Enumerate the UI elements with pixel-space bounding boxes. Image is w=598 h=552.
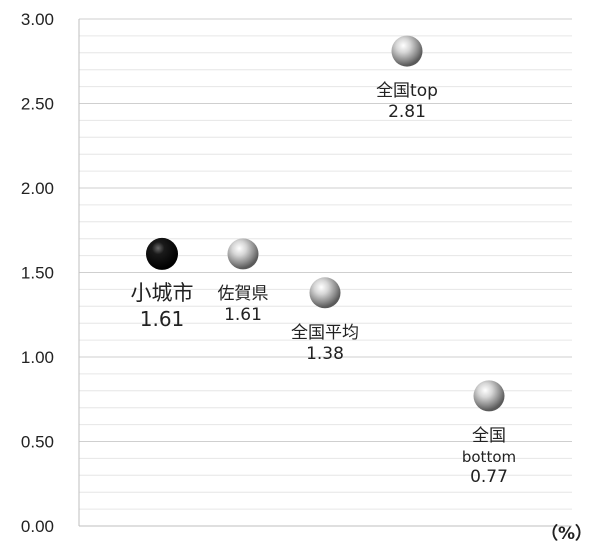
y-tick-labels: 0.00 0.50 1.00 1.50 2.00 2.50 3.00 [21, 10, 54, 536]
y-tick-label: 1.00 [21, 348, 54, 367]
point-name-label: 全国top [376, 81, 438, 101]
point-value-label: 0.77 [470, 467, 508, 487]
y-tick-label: 3.00 [21, 10, 54, 29]
point-佐賀県 [227, 238, 259, 270]
point-name-label: 全国平均 [291, 323, 359, 343]
data-points [146, 35, 505, 412]
point-value-label: 1.61 [224, 305, 262, 325]
point-全国平均 [309, 277, 341, 309]
point-name-label: 佐賀県 [218, 284, 269, 304]
y-tick-label: 1.50 [21, 264, 54, 283]
y-tick-label: 0.50 [21, 433, 54, 452]
y-tick-label: 0.00 [21, 517, 54, 536]
point-value-label: 2.81 [388, 102, 426, 122]
data-labels: 小城市1.61佐賀県1.61全国平均1.38全国top2.81全国bottom0… [131, 81, 517, 487]
unit-label: （%） [540, 524, 592, 544]
y-tick-label: 2.50 [21, 95, 54, 114]
point-name-label: 小城市 [131, 281, 194, 305]
point-全国bottom [473, 380, 505, 412]
y-tick-label: 2.00 [21, 179, 54, 198]
point-全国top [391, 35, 423, 67]
axes [78, 19, 572, 527]
point-name-label: 全国 [472, 426, 506, 446]
point-value-label: 1.38 [306, 344, 344, 364]
point-小城市 [146, 237, 178, 270]
point-value-label: 1.61 [140, 307, 185, 331]
point-name-label: bottom [462, 448, 516, 466]
